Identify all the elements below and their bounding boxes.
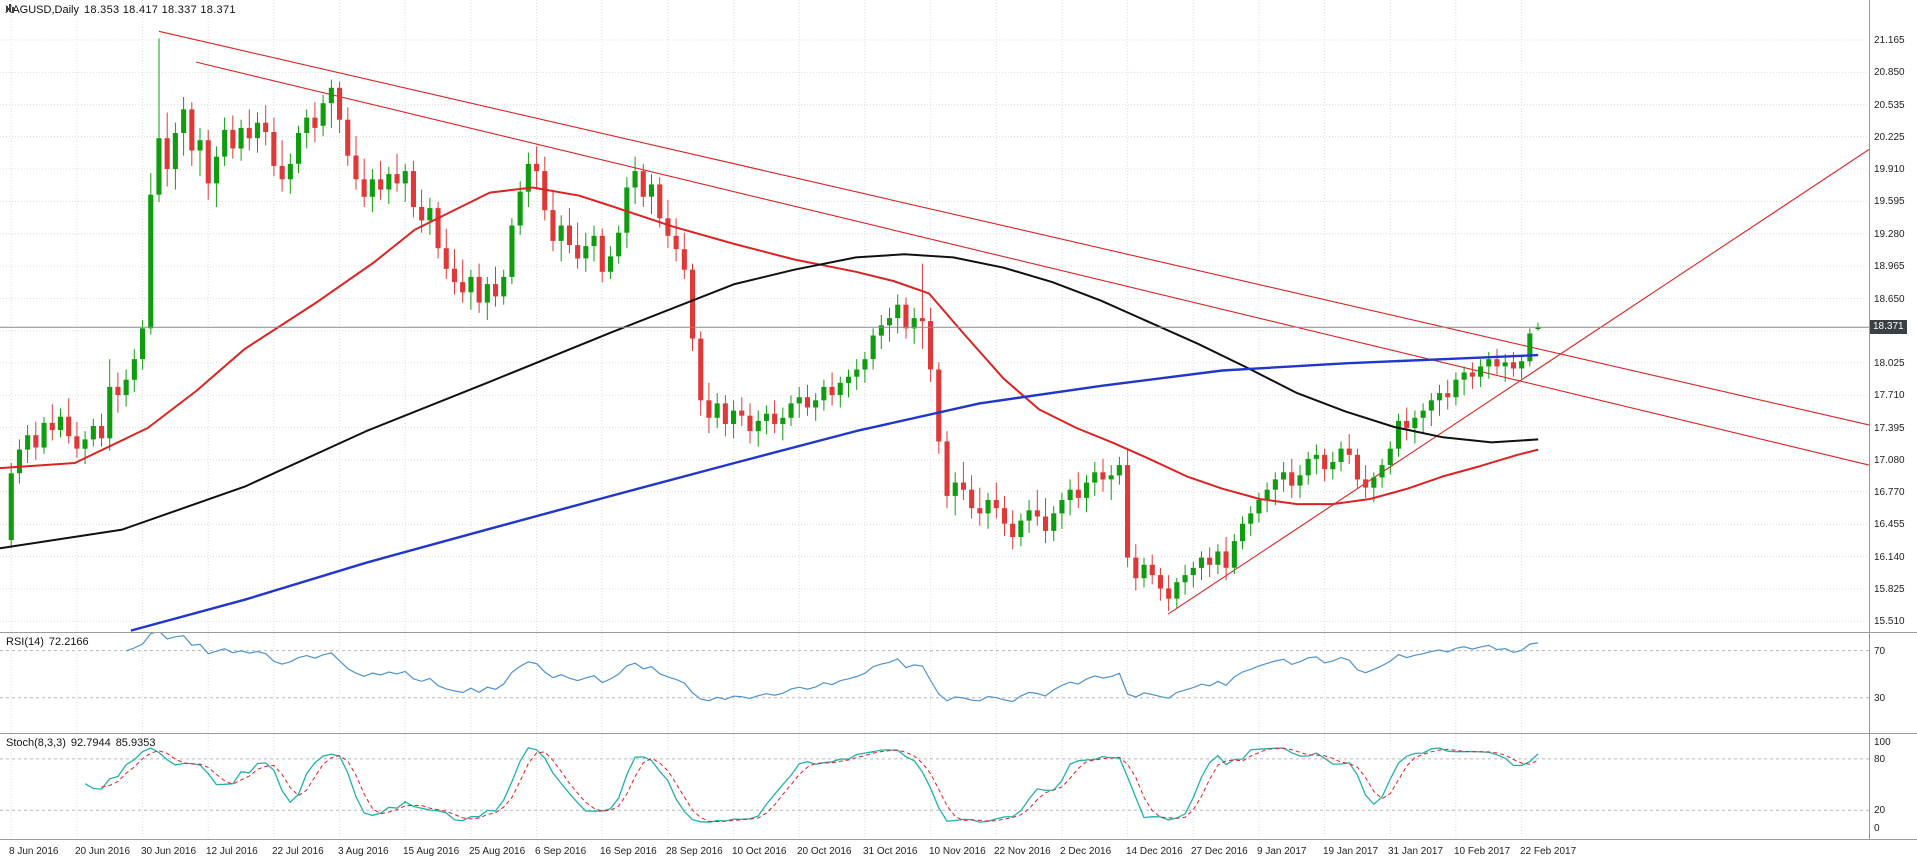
stoch-axis-label: 20 <box>1874 805 1886 816</box>
stochastic-canvas[interactable] <box>0 734 1869 839</box>
descending-trendline-1 <box>158 30 1869 426</box>
ohlc-values: 18.353 18.417 18.337 18.371 <box>83 4 236 16</box>
price-axis-label: 20.850 <box>1874 67 1905 78</box>
sma-fast-red <box>0 186 1539 506</box>
price-axis-label: 15.510 <box>1874 616 1905 627</box>
trendlines-layer <box>158 30 1869 615</box>
grid-layer <box>0 0 1869 632</box>
price-axis-label: 18.650 <box>1874 294 1905 305</box>
date-axis-label: 20 Oct 2016 <box>797 846 852 857</box>
stochastic-axis[interactable]: 100 80 20 0 <box>1869 734 1917 839</box>
levels-layer <box>0 758 1869 811</box>
rsi-axis-label: 70 <box>1874 646 1886 657</box>
price-axis-label: 18.965 <box>1874 261 1905 272</box>
stoch-signal-value: 85.9353 <box>115 737 156 749</box>
price-axis-label: 19.595 <box>1874 196 1905 207</box>
price-axis-label: 16.455 <box>1874 519 1905 530</box>
price-axis-label: 18.025 <box>1874 358 1905 369</box>
stoch-label: Stoch(8,3,3) 92.7944 85.9353 <box>6 737 160 749</box>
date-axis-label: 15 Aug 2016 <box>403 846 460 857</box>
current-price-badge: 18.371 <box>1870 320 1907 334</box>
stoch-axis-label: 0 <box>1874 823 1880 834</box>
main-chart-panel: XAGUSD,Daily 18.353 18.417 18.337 18.371… <box>0 0 1917 632</box>
date-axis-label: 8 Jun 2016 <box>9 846 59 857</box>
price-axis-label: 17.080 <box>1874 455 1905 466</box>
stoch-name: Stoch(8,3,3) <box>6 737 66 749</box>
price-axis-label: 20.225 <box>1874 132 1905 143</box>
price-axis-label: 19.280 <box>1874 229 1905 240</box>
date-axis-label: 28 Sep 2016 <box>666 846 723 857</box>
date-axis-label: 10 Nov 2016 <box>929 846 986 857</box>
date-axis-label: 30 Jun 2016 <box>141 846 197 857</box>
date-axis-label: 10 Oct 2016 <box>732 846 787 857</box>
chart-icon <box>6 4 14 13</box>
grid-layer <box>10 633 1523 733</box>
panel-separator <box>0 839 1917 840</box>
price-axis-label: 19.910 <box>1874 164 1905 175</box>
date-axis-label: 27 Dec 2016 <box>1191 846 1248 857</box>
stoch-main-value: 92.7944 <box>70 737 111 749</box>
rsi-line <box>125 633 1539 703</box>
date-axis-label: 2 Dec 2016 <box>1060 846 1112 857</box>
date-axis[interactable]: 8 Jun 2016 20 Jun 2016 30 Jun 2016 12 Jul 2… <box>0 840 1917 865</box>
date-axis-label: 31 Oct 2016 <box>863 846 918 857</box>
main-chart-canvas[interactable] <box>0 0 1869 632</box>
stoch-axis-label: 80 <box>1874 754 1886 765</box>
ascending-trendline <box>1167 149 1869 615</box>
rsi-label: RSI(14) 72.2166 <box>6 636 94 648</box>
symbol-ohlc-header: XAGUSD,Daily 18.353 18.417 18.337 18.371 <box>5 4 236 16</box>
price-axis-label: 17.710 <box>1874 390 1905 401</box>
date-axis-label: 22 Feb 2017 <box>1520 846 1577 857</box>
date-axis-label: 25 Aug 2016 <box>469 846 526 857</box>
rsi-value: 72.2166 <box>48 636 89 648</box>
date-axis-label: 6 Sep 2016 <box>535 846 587 857</box>
sma-mid-black <box>0 253 1539 550</box>
levels-layer <box>0 650 1869 699</box>
sma-slow-blue <box>130 353 1539 632</box>
date-axis-label: 9 Jan 2017 <box>1257 846 1307 857</box>
date-axis-label: 20 Jun 2016 <box>75 846 131 857</box>
stoch-axis-label: 100 <box>1874 737 1891 748</box>
rsi-axis[interactable]: 70 30 <box>1869 633 1917 733</box>
candles-layer <box>8 38 1541 611</box>
price-axis-label: 17.395 <box>1874 423 1905 434</box>
date-axis-label: 3 Aug 2016 <box>338 846 389 857</box>
price-axis-label: 21.165 <box>1874 35 1905 46</box>
stochastic-panel: Stoch(8,3,3) 92.7944 85.9353 100 80 20 0 <box>0 734 1917 839</box>
date-axis-label: 16 Sep 2016 <box>600 846 657 857</box>
price-axis-label: 16.770 <box>1874 487 1905 498</box>
price-axis-label: 15.825 <box>1874 584 1905 595</box>
grid-layer <box>10 734 1523 839</box>
date-axis-label: 22 Nov 2016 <box>994 846 1051 857</box>
date-axis-label: 10 Feb 2017 <box>1454 846 1511 857</box>
panel-separator[interactable] <box>0 733 1917 734</box>
date-axis-label: 22 Jul 2016 <box>272 846 324 857</box>
date-axis-label: 14 Dec 2016 <box>1126 846 1183 857</box>
rsi-axis-label: 30 <box>1874 693 1886 704</box>
descending-trendline-2 <box>196 61 1869 466</box>
rsi-canvas[interactable] <box>0 633 1869 733</box>
rsi-name: RSI(14) <box>6 636 44 648</box>
symbol-label: XAGUSD,Daily <box>5 4 79 16</box>
date-axis-label: 31 Jan 2017 <box>1388 846 1444 857</box>
date-axis-label: 19 Jan 2017 <box>1323 846 1379 857</box>
panel-separator[interactable] <box>0 632 1917 633</box>
price-axis-label: 20.535 <box>1874 100 1905 111</box>
date-axis-label: 12 Jul 2016 <box>206 846 258 857</box>
price-axis[interactable]: 21.165 20.850 20.535 20.225 19.910 19.595 19.2… <box>1869 0 1917 632</box>
stoch-main-line <box>84 747 1539 823</box>
rsi-panel: RSI(14) 72.2166 70 30 <box>0 633 1917 733</box>
stoch-signal-line <box>101 747 1539 823</box>
moving-averages-layer <box>0 186 1539 632</box>
price-axis-label: 16.140 <box>1874 552 1905 563</box>
